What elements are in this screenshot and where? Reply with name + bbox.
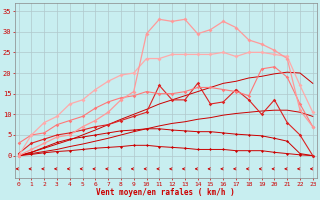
X-axis label: Vent moyen/en rafales ( km/h ): Vent moyen/en rafales ( km/h ) — [96, 188, 235, 197]
